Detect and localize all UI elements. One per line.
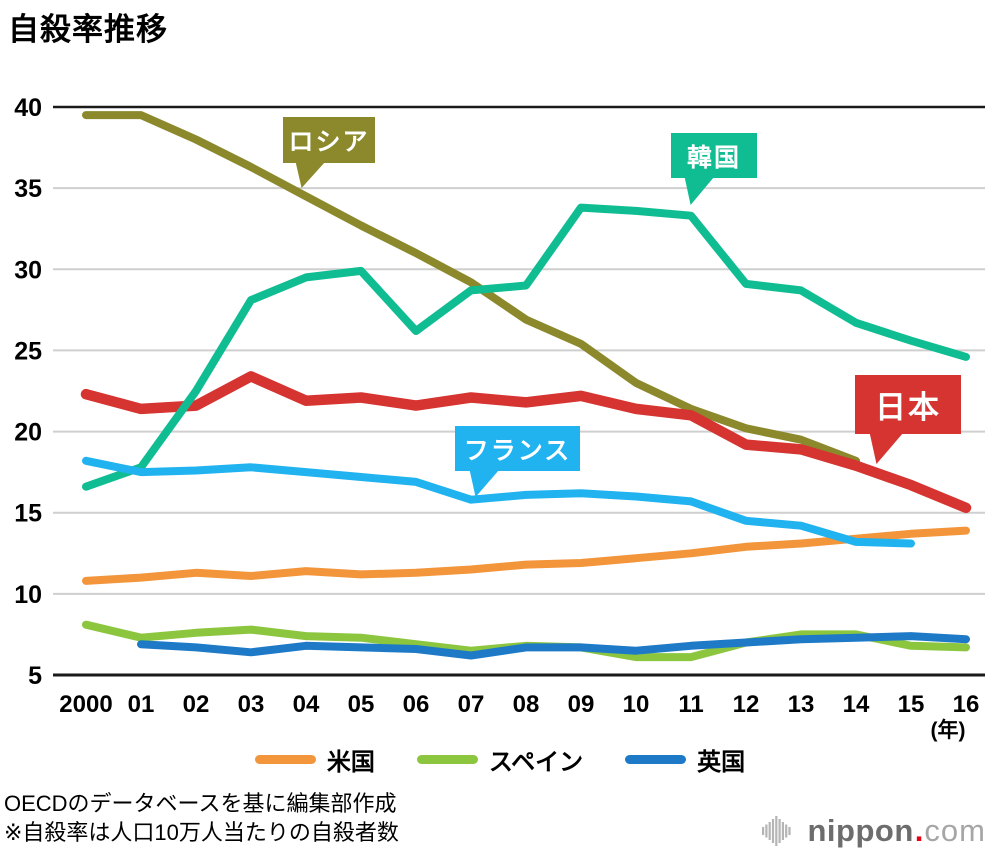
series-line-japan bbox=[80, 371, 972, 514]
x-tick-05: 05 bbox=[348, 691, 375, 718]
x-axis-unit: (年) bbox=[931, 718, 966, 742]
series-line-us bbox=[82, 526, 970, 585]
callout-label-korea: 韓国 bbox=[671, 133, 757, 205]
legend-label-us: 米国 bbox=[326, 749, 375, 776]
legend-label-uk: 英国 bbox=[697, 749, 746, 776]
definition-note: ※自殺率は人口10万人当たりの自殺者数 bbox=[4, 820, 399, 845]
y-tick-30: 30 bbox=[14, 256, 42, 284]
source-note: OECDのデータベースを基に編集部作成 bbox=[4, 791, 397, 816]
series-line-korea bbox=[82, 203, 970, 491]
legend-swatch-uk bbox=[625, 755, 687, 764]
y-tick-20: 20 bbox=[14, 419, 42, 447]
line-chart-plot: 40 35 30 25 20 15 10 5 2000 01 02 03 04 05 06 07 08 09 10 1… bbox=[14, 94, 985, 742]
x-tick-2000: 2000 bbox=[59, 691, 112, 718]
callout-text-france: フランス bbox=[463, 436, 572, 465]
x-tick-04: 04 bbox=[293, 691, 320, 718]
chart-legend: 米国 スペイン 英国 bbox=[0, 742, 1000, 777]
legend-item-uk: 英国 bbox=[625, 742, 745, 777]
nippon-com-logo: nippon . com bbox=[761, 813, 987, 849]
x-tick-01: 01 bbox=[128, 691, 155, 718]
y-tick-5: 5 bbox=[28, 662, 42, 690]
y-tick-35: 35 bbox=[14, 175, 42, 203]
x-tick-10: 10 bbox=[623, 691, 650, 718]
x-tick-02: 02 bbox=[183, 691, 210, 718]
callout-label-japan: 日本 bbox=[855, 375, 961, 464]
x-tick-03: 03 bbox=[238, 691, 265, 718]
legend-item-spain: スペイン bbox=[416, 742, 584, 777]
callout-text-korea: 韓国 bbox=[686, 143, 741, 172]
callout-label-russia: ロシア bbox=[283, 117, 375, 188]
y-tick-40: 40 bbox=[14, 94, 42, 122]
callout-text-japan: 日本 bbox=[875, 390, 941, 425]
footer-notes: OECDのデータベースを基に編集部作成 ※自殺率は人口10万人当たりの自殺者数 bbox=[4, 789, 399, 847]
series-line-russia bbox=[82, 111, 860, 465]
logo-text-nippon: nippon bbox=[807, 813, 914, 848]
series-line-france bbox=[82, 456, 915, 548]
callout-label-france: フランス bbox=[455, 426, 580, 497]
y-tick-25: 25 bbox=[14, 337, 42, 365]
series-line-uk bbox=[137, 632, 970, 660]
y-tick-15: 15 bbox=[14, 500, 42, 528]
logo-dot: . bbox=[914, 813, 924, 848]
legend-item-us: 米国 bbox=[254, 742, 375, 777]
x-tick-09: 09 bbox=[568, 691, 595, 718]
x-tick-07: 07 bbox=[458, 691, 485, 718]
legend-label-spain: スペイン bbox=[488, 749, 584, 776]
x-tick-12: 12 bbox=[733, 691, 760, 718]
x-tick-16: 16 bbox=[953, 691, 980, 718]
logo-text-com: com bbox=[924, 813, 986, 848]
x-tick-14: 14 bbox=[843, 691, 870, 718]
x-tick-11: 11 bbox=[678, 691, 703, 718]
x-tick-13: 13 bbox=[788, 691, 815, 718]
y-tick-10: 10 bbox=[14, 581, 42, 609]
x-tick-06: 06 bbox=[403, 691, 430, 718]
legend-swatch-us bbox=[254, 755, 316, 764]
x-tick-08: 08 bbox=[513, 691, 540, 718]
legend-swatch-spain bbox=[416, 755, 478, 764]
callout-text-russia: ロシア bbox=[288, 128, 370, 156]
soundwave-icon bbox=[761, 816, 791, 846]
x-tick-15: 15 bbox=[898, 691, 925, 718]
page-title: 自殺率推移 bbox=[8, 12, 168, 47]
